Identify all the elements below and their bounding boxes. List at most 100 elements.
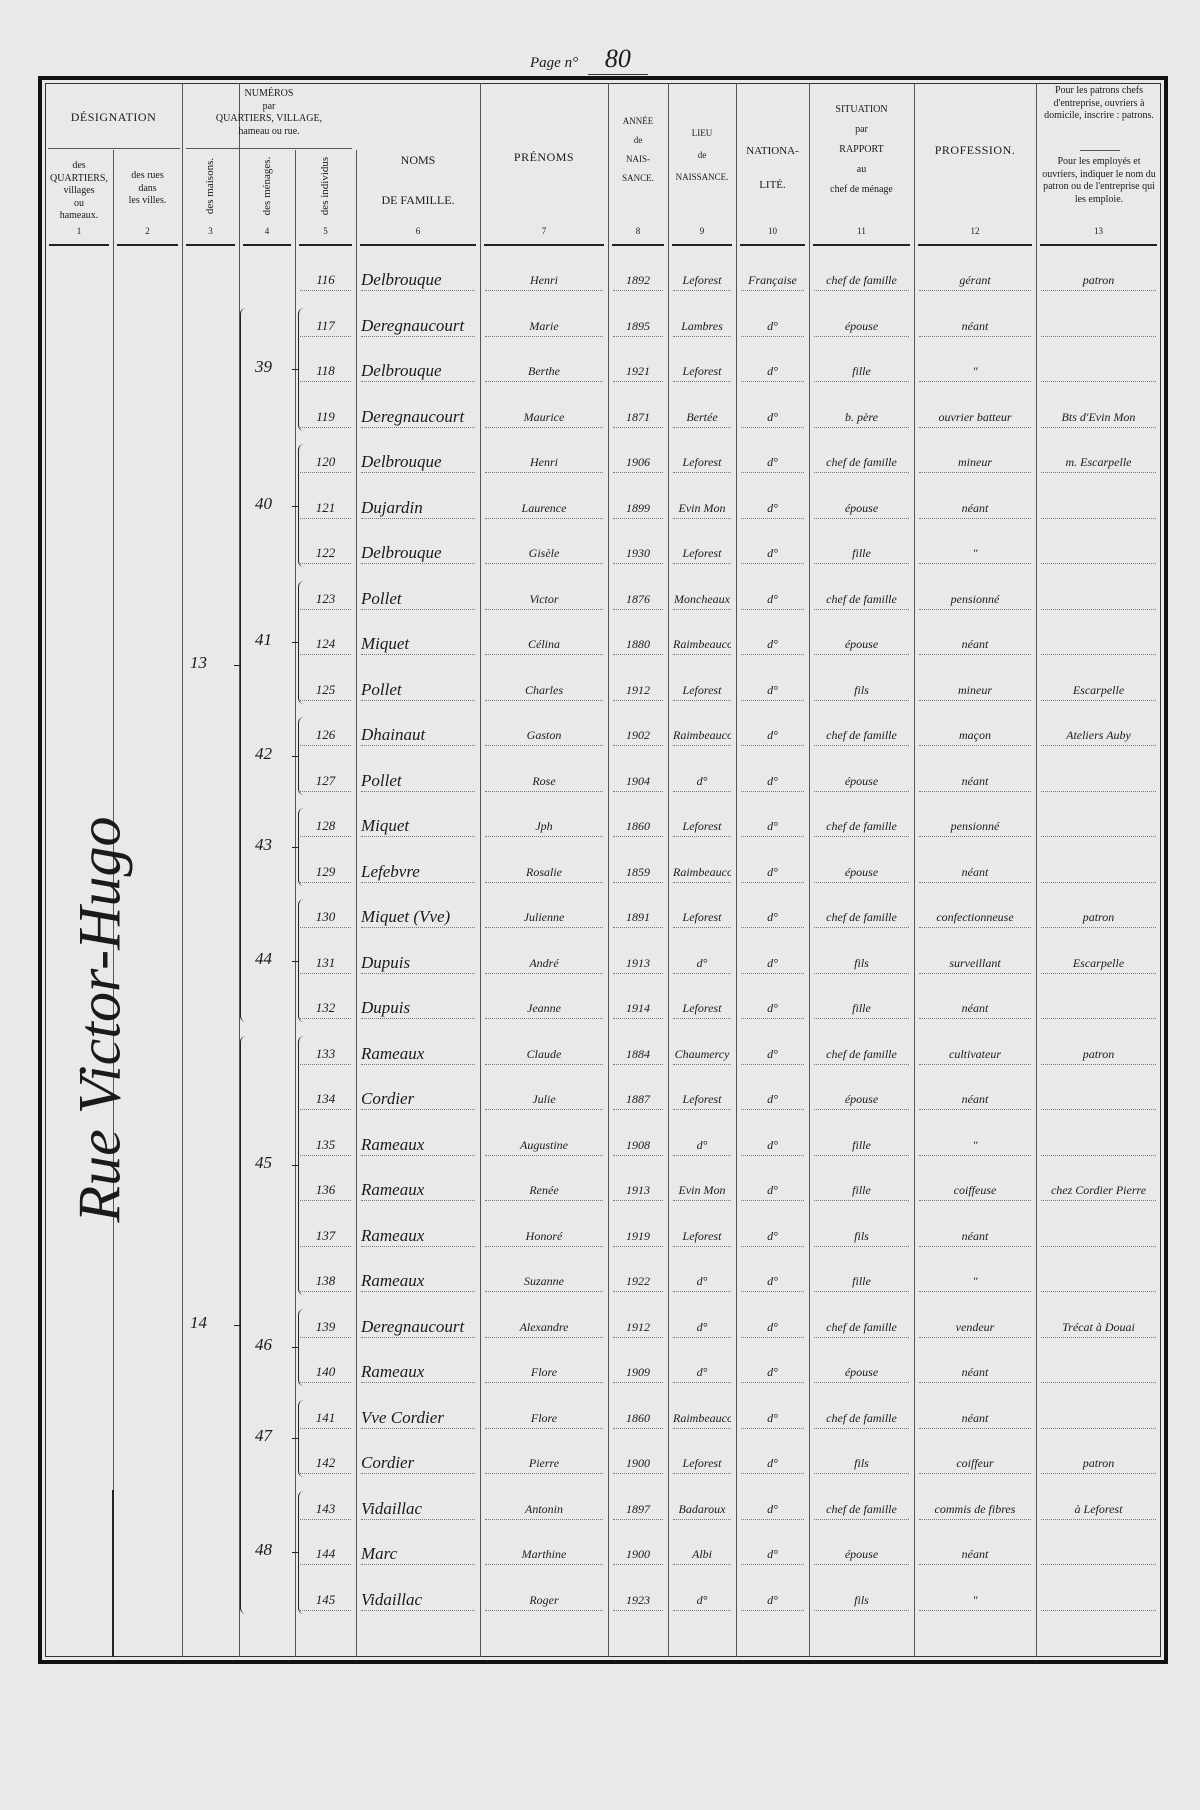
individual-number: 126 xyxy=(300,725,351,746)
header-col5: des individus xyxy=(319,156,331,216)
header-col4: des ménages. xyxy=(261,156,273,216)
birth-year: 1899 xyxy=(613,498,663,519)
individual-number: 120 xyxy=(300,452,351,473)
nationality: d° xyxy=(741,316,804,337)
header-col8-line: SANCE. xyxy=(622,173,654,183)
employer: Ateliers Auby xyxy=(1041,725,1156,746)
household-relation: fille xyxy=(814,361,909,382)
header-col1: des QUARTIERS, villages ou hameaux. xyxy=(45,160,113,223)
individual-number: 137 xyxy=(300,1226,351,1247)
employer xyxy=(1041,1226,1156,1247)
employer: Escarpelle xyxy=(1041,953,1156,974)
header-col6-line: NOMS xyxy=(400,153,436,167)
individual-number: 141 xyxy=(300,1408,351,1429)
individual-number: 140 xyxy=(300,1362,351,1383)
first-name: Maurice xyxy=(485,407,603,428)
column-number: 1 xyxy=(76,226,82,236)
birth-year: 1913 xyxy=(613,953,663,974)
household-number: 42 xyxy=(255,743,272,763)
household-relation: fils xyxy=(814,1226,909,1247)
employer xyxy=(1041,498,1156,519)
individual-number: 119 xyxy=(300,407,351,428)
header-bottom-rule xyxy=(813,244,910,246)
header-col8-line: NAIS- xyxy=(626,154,650,164)
header-bottom-rule xyxy=(49,244,109,246)
column-divider xyxy=(736,83,737,1657)
profession: pensionné xyxy=(919,589,1031,610)
family-name: Miquet xyxy=(361,634,475,655)
birth-year: 1876 xyxy=(613,589,663,610)
household-relation: chef de famille xyxy=(814,1317,909,1338)
profession: " xyxy=(919,1135,1031,1156)
house-brace xyxy=(234,307,247,1022)
birth-year: 1904 xyxy=(613,771,663,792)
birth-year: 1859 xyxy=(613,862,663,883)
first-name: Julienne xyxy=(485,907,603,928)
employer: à Leforest xyxy=(1041,1499,1156,1520)
designation-rule xyxy=(48,148,180,149)
family-name: Deregnaucourt xyxy=(361,1317,475,1338)
employer xyxy=(1041,816,1156,837)
header-col11: SITUATION par RAPPORT au chef de ménage xyxy=(809,100,914,200)
individual-number: 133 xyxy=(300,1044,351,1065)
birthplace: Leforest xyxy=(673,270,731,291)
nationality: d° xyxy=(741,725,804,746)
household-brace xyxy=(292,808,305,886)
header-numeros-line: NUMÉROS xyxy=(244,88,294,99)
family-name: Rameaux xyxy=(361,1135,475,1156)
column-number: 2 xyxy=(145,226,150,236)
header-col9-line: NAISSANCE. xyxy=(675,172,729,182)
first-name: Gaston xyxy=(485,725,603,746)
individual-number: 135 xyxy=(300,1135,351,1156)
header-col3: des maisons. xyxy=(204,157,216,215)
nationality: d° xyxy=(741,907,804,928)
family-name: Vidaillac xyxy=(361,1590,475,1611)
column-number: 13 xyxy=(1094,226,1103,236)
header-bottom-rule xyxy=(918,244,1032,246)
nationality: d° xyxy=(741,1271,804,1292)
individual-number: 122 xyxy=(300,543,351,564)
header-col1-line: des xyxy=(72,160,86,171)
profession: confectionneuse xyxy=(919,907,1031,928)
column-divider xyxy=(480,83,481,1657)
census-table-inner-border xyxy=(45,83,1161,1657)
profession: maçon xyxy=(919,725,1031,746)
household-relation: chef de famille xyxy=(814,589,909,610)
first-name: Henri xyxy=(485,270,603,291)
birthplace: d° xyxy=(673,1135,731,1156)
column-number: 12 xyxy=(970,226,980,236)
first-name: Berthe xyxy=(485,361,603,382)
header-designation: DÉSIGNATION xyxy=(70,110,157,124)
employer: chez Cordier Pierre xyxy=(1041,1180,1156,1201)
household-brace xyxy=(292,307,305,431)
column-number: 11 xyxy=(857,226,866,236)
nationality: d° xyxy=(741,1590,804,1611)
nationality: d° xyxy=(741,771,804,792)
header-col2-line: dans xyxy=(138,182,157,194)
household-number: 39 xyxy=(255,357,272,376)
birthplace: Raimbeaucourt xyxy=(673,862,731,883)
first-name: Flore xyxy=(485,1408,603,1429)
birth-year: 1895 xyxy=(613,316,663,337)
individual-number: 121 xyxy=(300,498,351,519)
profession: néant xyxy=(919,634,1031,655)
family-name: Dhainaut xyxy=(361,725,475,746)
birth-year: 1914 xyxy=(613,998,663,1019)
household-number: 47 xyxy=(255,1426,272,1446)
header-col1-line: hameaux. xyxy=(59,210,99,221)
birthplace: Leforest xyxy=(673,907,731,928)
family-name: Deregnaucourt xyxy=(361,407,475,428)
household-relation: fille xyxy=(814,543,909,564)
numeros-rule xyxy=(186,148,352,149)
profession: coiffeuse xyxy=(919,1180,1031,1201)
household-number: 48 xyxy=(255,1540,272,1559)
first-name: Marie xyxy=(485,316,603,337)
nationality: d° xyxy=(741,1135,804,1156)
birth-year: 1902 xyxy=(613,725,663,746)
first-name: Augustine xyxy=(485,1135,603,1156)
profession: mineur xyxy=(919,680,1031,701)
street-name: Rue Victor-Hugo xyxy=(66,816,133,1223)
header-col2: des rues dans les villes. xyxy=(113,170,182,208)
nationality: d° xyxy=(741,1226,804,1247)
profession: ouvrier batteur xyxy=(919,407,1031,428)
